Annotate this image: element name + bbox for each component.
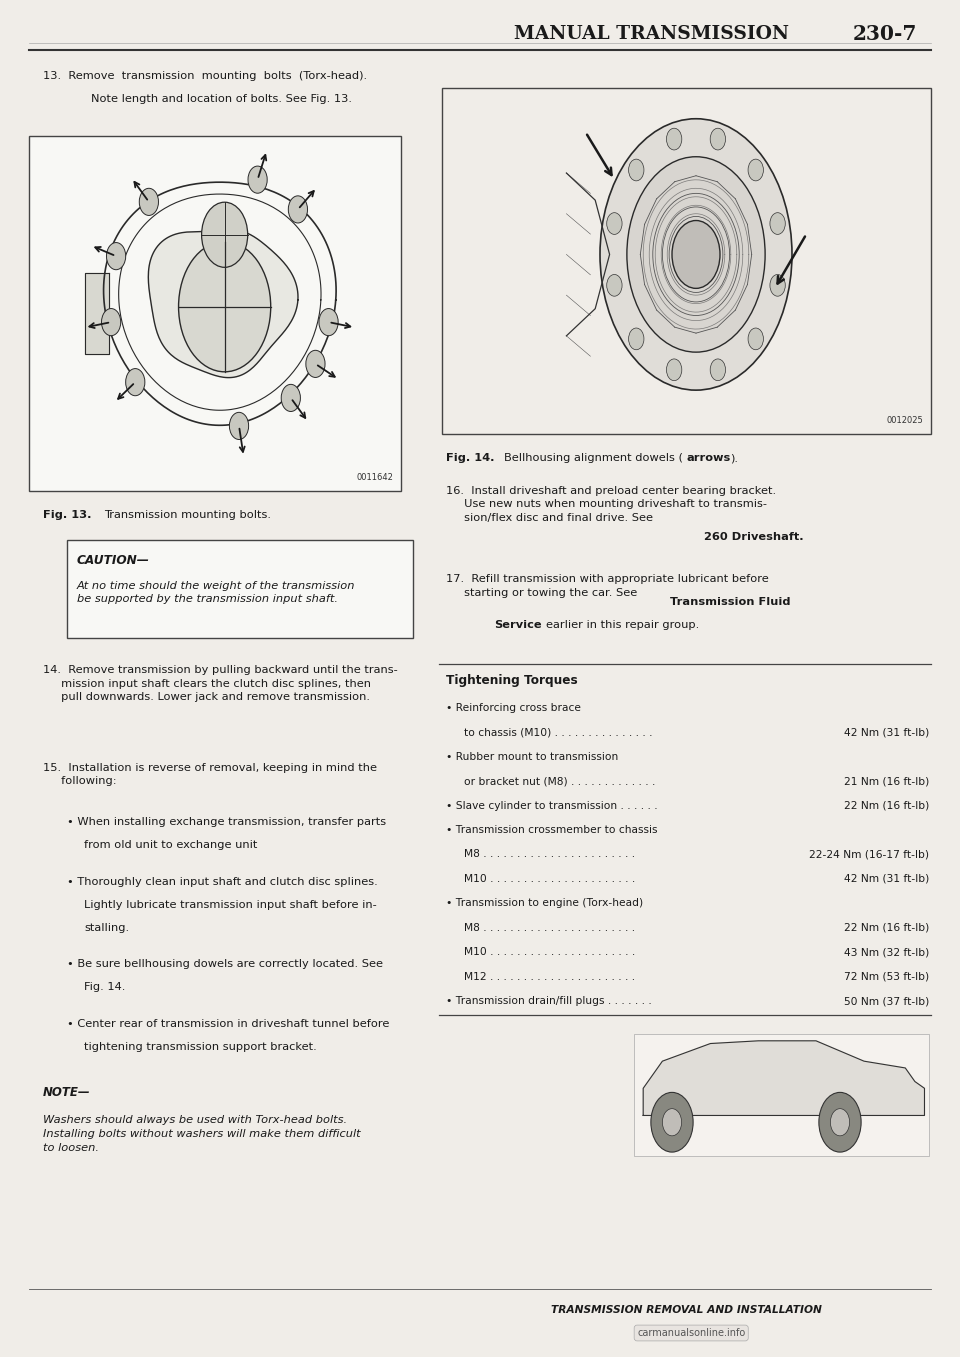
Text: • Reinforcing cross brace: • Reinforcing cross brace (446, 703, 582, 712)
Circle shape (770, 274, 785, 296)
Text: earlier in this repair group.: earlier in this repair group. (546, 620, 700, 630)
Circle shape (666, 360, 682, 381)
Circle shape (819, 1092, 861, 1152)
Text: 13.  Remove  transmission  mounting  bolts  (Torx-head).: 13. Remove transmission mounting bolts (… (43, 71, 368, 80)
Circle shape (830, 1109, 850, 1136)
Text: 17.  Refill transmission with appropriate lubricant before
     starting or towi: 17. Refill transmission with appropriate… (446, 574, 769, 597)
Text: Washers should always be used with Torx-head bolts.
Installing bolts without was: Washers should always be used with Torx-… (43, 1115, 361, 1152)
Circle shape (748, 159, 763, 180)
Text: • Transmission to engine (Torx-head): • Transmission to engine (Torx-head) (446, 898, 643, 908)
Bar (29, 136, 401, 491)
Circle shape (107, 243, 126, 270)
Text: Tightening Torques: Tightening Torques (446, 674, 578, 688)
Text: • Be sure bellhousing dowels are correctly located. See: • Be sure bellhousing dowels are correct… (67, 959, 383, 969)
Circle shape (629, 159, 644, 180)
Text: TRANSMISSION REMOVAL AND INSTALLATION: TRANSMISSION REMOVAL AND INSTALLATION (551, 1305, 822, 1315)
Text: • Rubber mount to transmission: • Rubber mount to transmission (446, 752, 618, 761)
Bar (634, 1034, 929, 1156)
Text: Fig. 13.: Fig. 13. (43, 510, 92, 520)
Text: • Slave cylinder to transmission . . . . . .: • Slave cylinder to transmission . . . .… (446, 801, 658, 810)
Text: • When installing exchange transmission, transfer parts: • When installing exchange transmission,… (67, 817, 386, 826)
Circle shape (710, 360, 726, 381)
Bar (442, 88, 931, 434)
Text: 0012025: 0012025 (887, 415, 924, 425)
Text: from old unit to exchange unit: from old unit to exchange unit (84, 840, 258, 849)
Text: carmanualsonline.info: carmanualsonline.info (637, 1329, 745, 1338)
Text: CAUTION—: CAUTION— (77, 554, 150, 567)
Text: • Center rear of transmission in driveshaft tunnel before: • Center rear of transmission in drivesh… (67, 1019, 390, 1029)
Text: ).: ). (730, 453, 737, 463)
Text: 230-7: 230-7 (852, 24, 917, 43)
Text: Fig. 14.: Fig. 14. (84, 982, 126, 992)
Text: 260 Driveshaft.: 260 Driveshaft. (704, 532, 804, 541)
Circle shape (179, 242, 271, 372)
Circle shape (629, 328, 644, 350)
Text: M12 . . . . . . . . . . . . . . . . . . . . . .: M12 . . . . . . . . . . . . . . . . . . … (464, 972, 635, 981)
Text: MANUAL TRANSMISSION: MANUAL TRANSMISSION (514, 24, 788, 43)
Bar (67, 540, 413, 638)
Circle shape (319, 308, 338, 335)
Text: 0011642: 0011642 (357, 472, 394, 482)
Circle shape (306, 350, 325, 377)
Text: NOTE—: NOTE— (43, 1086, 91, 1099)
Text: • Transmission drain/fill plugs . . . . . . .: • Transmission drain/fill plugs . . . . … (446, 996, 652, 1006)
Text: 42 Nm (31 ft-lb): 42 Nm (31 ft-lb) (844, 874, 929, 883)
Text: Note length and location of bolts. See Fig. 13.: Note length and location of bolts. See F… (91, 94, 352, 103)
Text: tightening transmission support bracket.: tightening transmission support bracket. (84, 1042, 317, 1052)
Circle shape (248, 166, 267, 193)
Circle shape (748, 328, 763, 350)
Circle shape (710, 128, 726, 149)
Circle shape (288, 195, 307, 223)
Text: arrows: arrows (686, 453, 731, 463)
Circle shape (281, 384, 300, 411)
Text: Transmission mounting bolts.: Transmission mounting bolts. (104, 510, 271, 520)
Circle shape (672, 220, 720, 288)
Circle shape (102, 308, 121, 335)
Text: 22 Nm (16 ft-lb): 22 Nm (16 ft-lb) (844, 923, 929, 932)
Circle shape (666, 128, 682, 149)
Text: At no time should the weight of the transmission
be supported by the transmissio: At no time should the weight of the tran… (77, 581, 355, 604)
Polygon shape (643, 1041, 924, 1115)
Circle shape (126, 369, 145, 396)
Text: stalling.: stalling. (84, 923, 130, 932)
Text: 14.  Remove transmission by pulling backward until the trans-
     mission input: 14. Remove transmission by pulling backw… (43, 665, 398, 702)
Text: to chassis (M10) . . . . . . . . . . . . . . .: to chassis (M10) . . . . . . . . . . . .… (464, 727, 652, 737)
Text: 22-24 Nm (16-17 ft-lb): 22-24 Nm (16-17 ft-lb) (809, 849, 929, 859)
Text: M8 . . . . . . . . . . . . . . . . . . . . . . .: M8 . . . . . . . . . . . . . . . . . . .… (464, 849, 635, 859)
Text: M10 . . . . . . . . . . . . . . . . . . . . . .: M10 . . . . . . . . . . . . . . . . . . … (464, 947, 635, 957)
Circle shape (651, 1092, 693, 1152)
Circle shape (607, 213, 622, 235)
Circle shape (662, 1109, 682, 1136)
Text: 21 Nm (16 ft-lb): 21 Nm (16 ft-lb) (844, 776, 929, 786)
Circle shape (607, 274, 622, 296)
Text: M10 . . . . . . . . . . . . . . . . . . . . . .: M10 . . . . . . . . . . . . . . . . . . … (464, 874, 635, 883)
Circle shape (229, 413, 249, 440)
Text: Bellhousing alignment dowels (: Bellhousing alignment dowels ( (504, 453, 683, 463)
Text: Fig. 14.: Fig. 14. (446, 453, 495, 463)
Circle shape (202, 202, 248, 267)
Text: 15.  Installation is reverse of removal, keeping in mind the
     following:: 15. Installation is reverse of removal, … (43, 763, 377, 786)
Text: 43 Nm (32 ft-lb): 43 Nm (32 ft-lb) (844, 947, 929, 957)
Text: 50 Nm (37 ft-lb): 50 Nm (37 ft-lb) (844, 996, 929, 1006)
Circle shape (139, 189, 158, 216)
Text: 72 Nm (53 ft-lb): 72 Nm (53 ft-lb) (844, 972, 929, 981)
Text: Service: Service (494, 620, 542, 630)
Circle shape (770, 213, 785, 235)
Circle shape (600, 118, 792, 389)
Text: • Thoroughly clean input shaft and clutch disc splines.: • Thoroughly clean input shaft and clutc… (67, 877, 378, 886)
Text: M8 . . . . . . . . . . . . . . . . . . . . . . .: M8 . . . . . . . . . . . . . . . . . . .… (464, 923, 635, 932)
Polygon shape (85, 273, 109, 354)
Text: Transmission Fluid: Transmission Fluid (670, 597, 791, 607)
Text: or bracket nut (M8) . . . . . . . . . . . . .: or bracket nut (M8) . . . . . . . . . . … (464, 776, 655, 786)
Text: Lightly lubricate transmission input shaft before in-: Lightly lubricate transmission input sha… (84, 900, 377, 909)
Text: 16.  Install driveshaft and preload center bearing bracket.
     Use new nuts wh: 16. Install driveshaft and preload cente… (446, 486, 777, 522)
Polygon shape (148, 229, 298, 377)
Text: 42 Nm (31 ft-lb): 42 Nm (31 ft-lb) (844, 727, 929, 737)
Text: 22 Nm (16 ft-lb): 22 Nm (16 ft-lb) (844, 801, 929, 810)
Circle shape (627, 156, 765, 351)
Text: • Transmission crossmember to chassis: • Transmission crossmember to chassis (446, 825, 658, 835)
